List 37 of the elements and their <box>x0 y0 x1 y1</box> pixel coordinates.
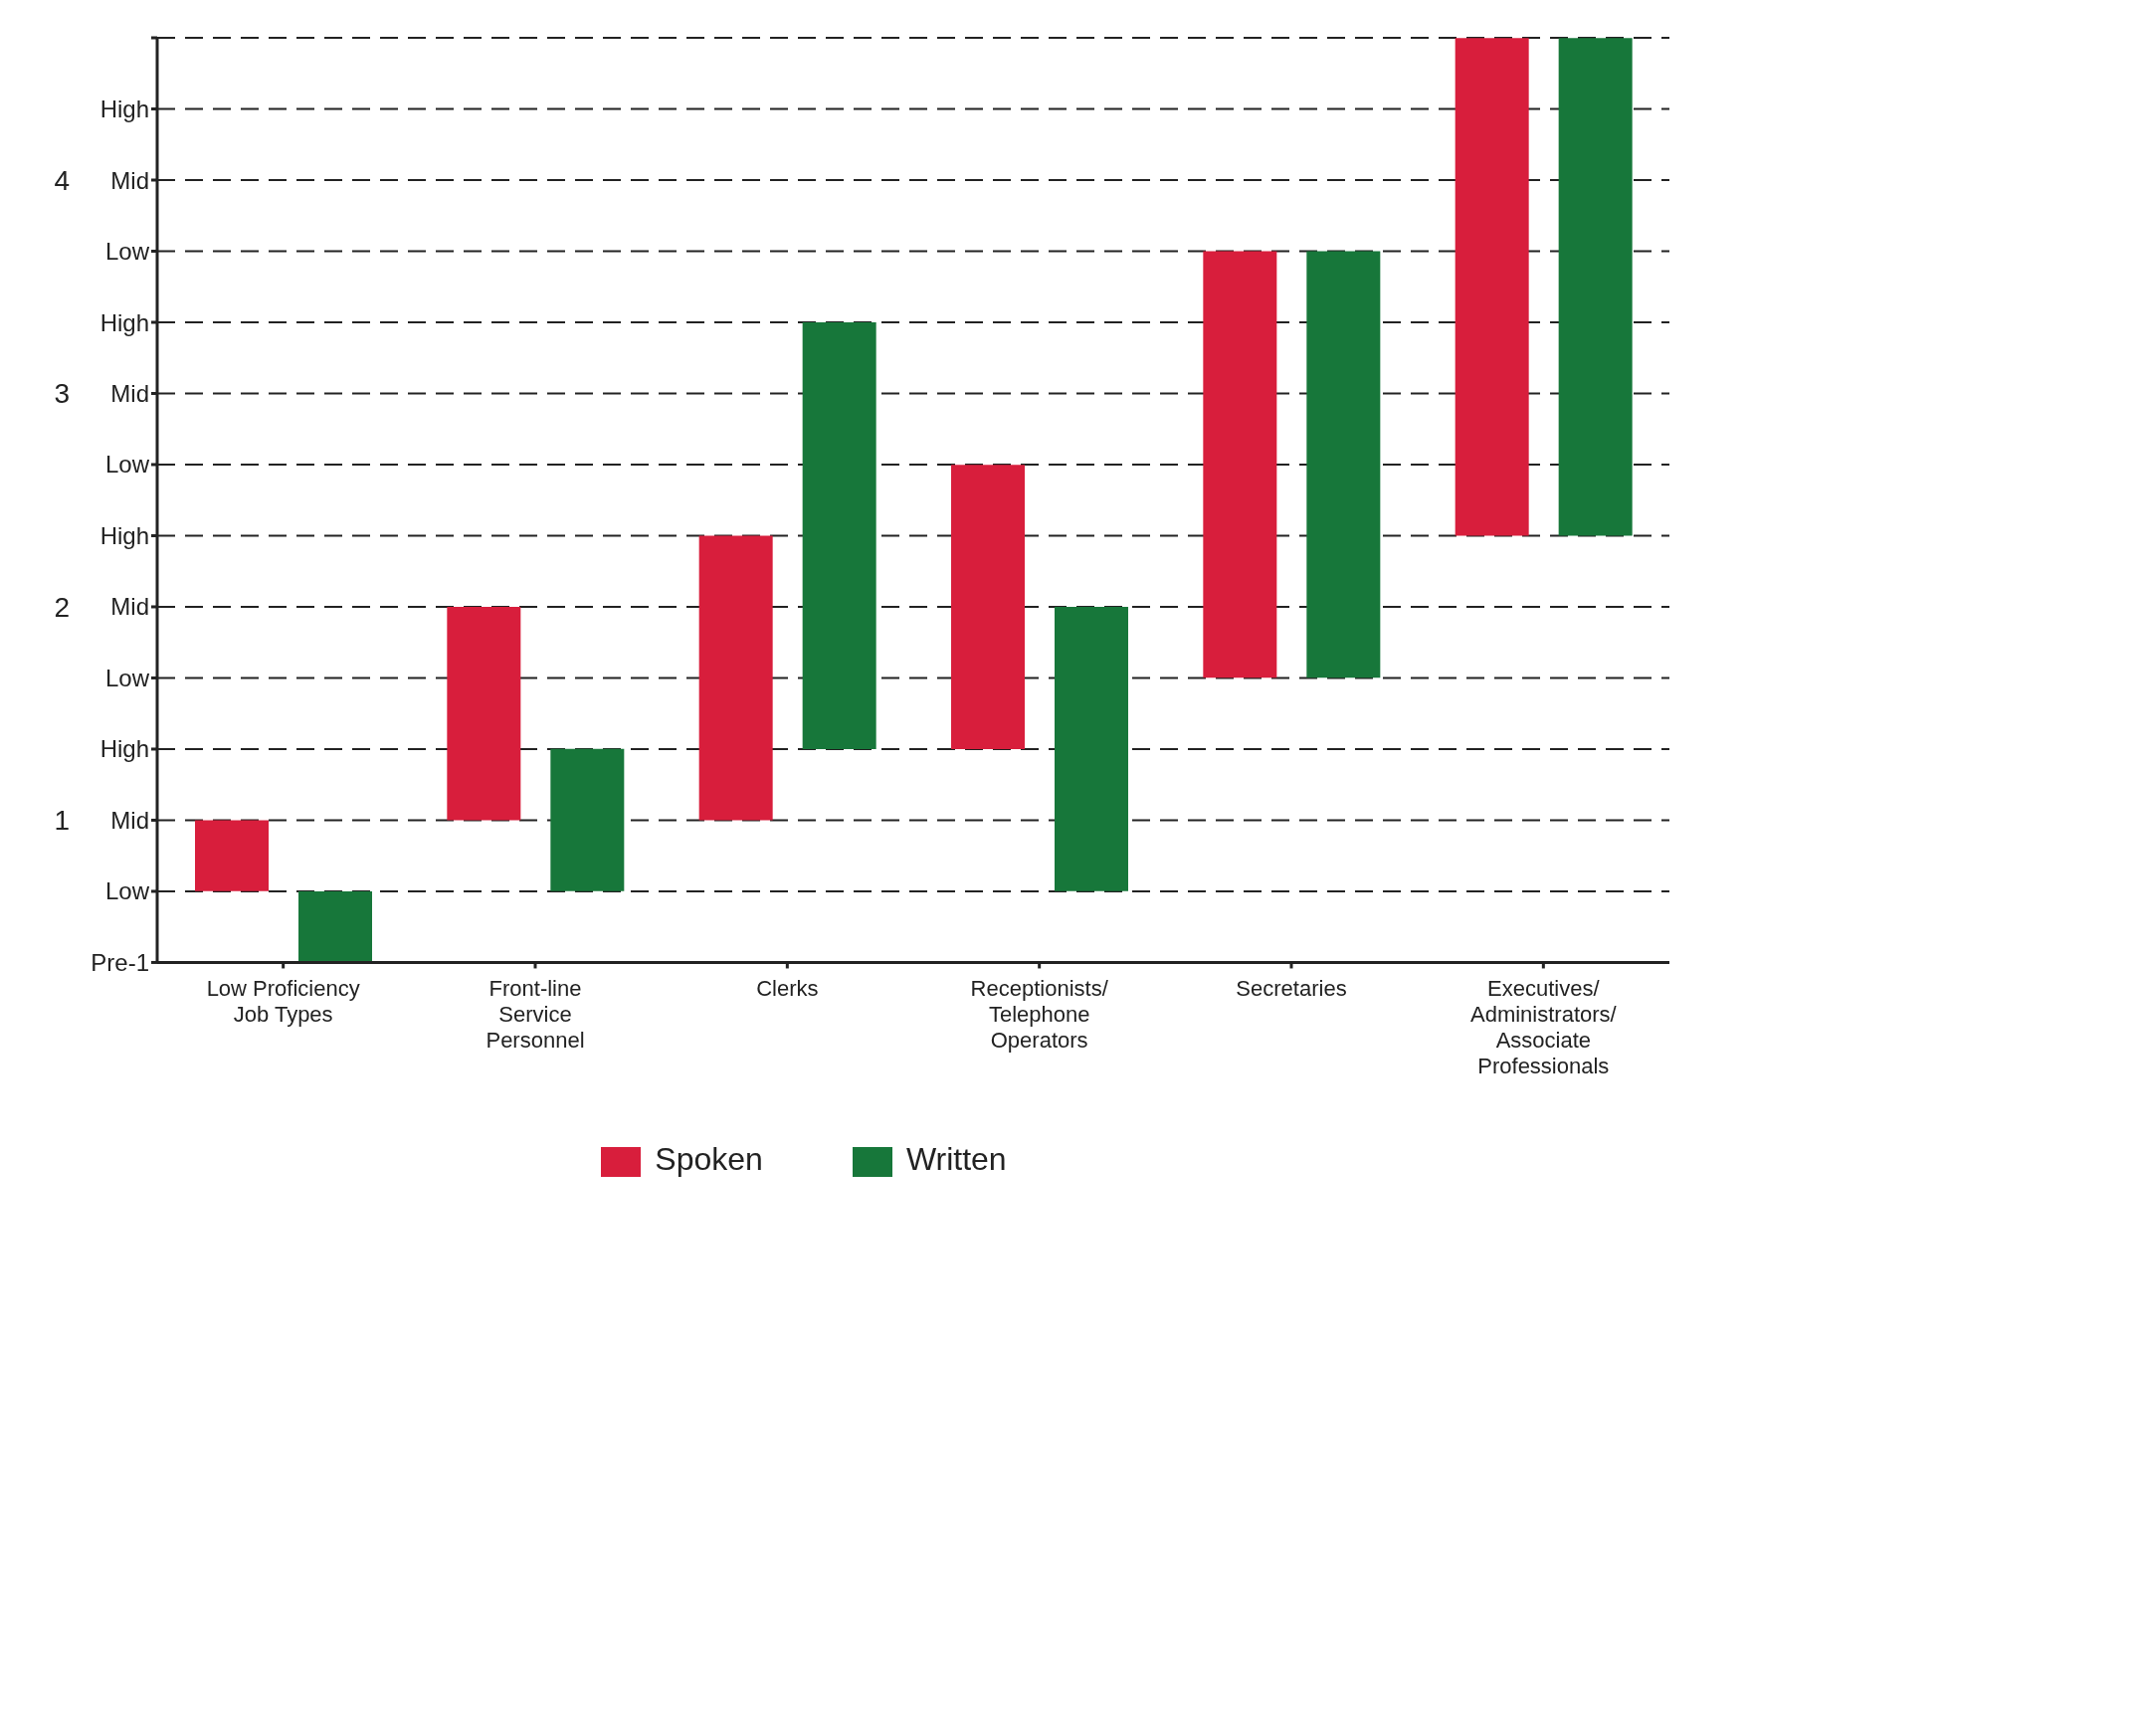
y-tick-label: 3 <box>54 378 70 410</box>
bar <box>1306 251 1381 678</box>
category-label: Low <box>104 664 149 691</box>
legend-label: Written <box>905 1141 1007 1178</box>
category-label: Mid <box>110 806 149 834</box>
y-tick-label: 2 <box>54 591 70 623</box>
bar <box>1455 38 1529 536</box>
x-tick-label: Secretaries <box>1236 976 1347 1002</box>
category-label: Mid <box>110 166 149 194</box>
category-label: Pre-1 <box>91 948 149 976</box>
bar <box>1203 251 1277 678</box>
bar <box>951 465 1025 749</box>
bar <box>447 606 521 821</box>
category-label: High <box>99 308 149 336</box>
legend-label: Spoken <box>655 1141 763 1178</box>
bar <box>698 535 773 821</box>
bar <box>550 748 625 891</box>
bar <box>195 820 269 891</box>
x-tick-label: Receptionists/ Telephone Operators <box>970 976 1109 1054</box>
category-label: High <box>99 521 149 549</box>
y-tick-label: 1 <box>54 805 70 837</box>
category-label: Mid <box>110 593 149 621</box>
x-tick-label: Low Proficiency Job Types <box>206 976 360 1028</box>
y-tick-label: 4 <box>54 164 70 196</box>
category-label: Low <box>104 238 149 266</box>
category-label: Mid <box>110 380 149 407</box>
x-tick-label: Clerks <box>756 976 819 1002</box>
x-tick-label: Front-line Service Personnel <box>486 976 585 1054</box>
category-label: High <box>99 96 149 123</box>
category-label: Low <box>104 451 149 479</box>
bar <box>298 891 372 963</box>
category-label: Low <box>104 877 149 905</box>
x-tick-label: Executives/ Administrators/ Associate Professionals <box>1469 976 1618 1079</box>
category-label: High <box>99 735 149 763</box>
bar <box>1055 606 1128 891</box>
bar <box>1558 38 1633 536</box>
bar <box>802 322 876 749</box>
